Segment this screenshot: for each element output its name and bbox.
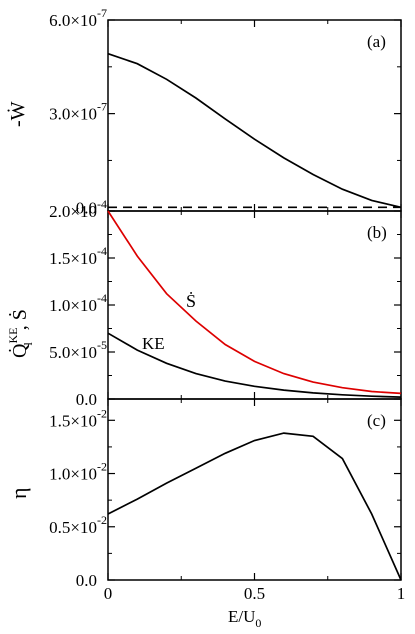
panel-c-ylabel: η	[6, 487, 31, 499]
panel-b-ylabel: Q̇KEl, Ṡ	[6, 309, 35, 358]
xlabel: E/U0	[228, 607, 261, 630]
xtick-label-2: 1	[397, 584, 406, 603]
panel-b-ytick-label-0: 0.0	[76, 390, 97, 409]
panel-c-ytick-label-2: 1.0×10	[49, 465, 97, 484]
panel-a-ytick-label-1: 3.0×10	[49, 105, 97, 124]
xtick-label-0: 0	[104, 584, 113, 603]
panel-b-ytick-exp-3: -4	[97, 244, 107, 258]
panel-a: 0.03.0×10 -76.0×10 -7(a)-Ẇ	[6, 6, 402, 217]
panel-b-ytick-label-3: 1.5×10	[49, 249, 97, 268]
panel-a-frame	[107, 19, 402, 212]
panel-b-ytick-label-1: 5.0×10	[49, 343, 97, 362]
panel-a-ylabel: -Ẇ	[6, 101, 29, 127]
panel-b-ytick-label-2: 1.0×10	[49, 296, 97, 315]
panel-c-ytick-exp-3: -2	[97, 406, 107, 420]
panel-a-ytick-exp-2: -7	[97, 6, 107, 20]
panel-a-ytick-label-0: 0.0	[76, 198, 97, 217]
panel-c-frame	[107, 398, 402, 581]
panel-b-ytick-label-4: 2.0×10	[49, 202, 97, 221]
panel-c-ytick-label-1: 0.5×10	[49, 518, 97, 537]
panel-a-series-0	[107, 52, 402, 209]
panel-b-series-0	[107, 210, 402, 395]
panel-c: 0.00.5×10 -21.0×10 -21.5×10 -2 (c)η0 0.5 1E/U0	[6, 398, 406, 630]
panel-a-ytick-exp-1: -7	[97, 100, 107, 114]
xtick-label-1: 0.5	[244, 584, 265, 603]
panel-c-ytick-exp-2: -2	[97, 460, 107, 474]
panel-c-ytick-label-0: 0.0	[76, 571, 97, 590]
panel-b-ytick-exp-2: -4	[97, 291, 107, 305]
panel-b-ytick-exp-4: -4	[97, 197, 107, 211]
series-label-ke: KE	[142, 334, 165, 353]
panel-a-ytick-label-2: 6.0×10	[49, 11, 97, 30]
panel-b: 0.05.0×10 -51.0×10 -41.5×10 -42.0×10 -4(b)Q̇…	[6, 197, 402, 409]
panel-b-label: (b)	[367, 223, 387, 242]
panel-c-ytick-label-3: 1.5×10	[49, 411, 97, 430]
panel-a-label: (a)	[367, 32, 386, 51]
panel-b-ytick-exp-1: -5	[97, 338, 107, 352]
panel-b-frame	[107, 210, 402, 400]
panel-b-series-1	[107, 332, 402, 398]
panel-c-ytick-exp-1: -2	[97, 513, 107, 527]
series-label-s: Ṡ	[186, 291, 196, 311]
panel-c-series-0	[107, 432, 402, 581]
panel-c-label: (c)	[367, 411, 386, 430]
